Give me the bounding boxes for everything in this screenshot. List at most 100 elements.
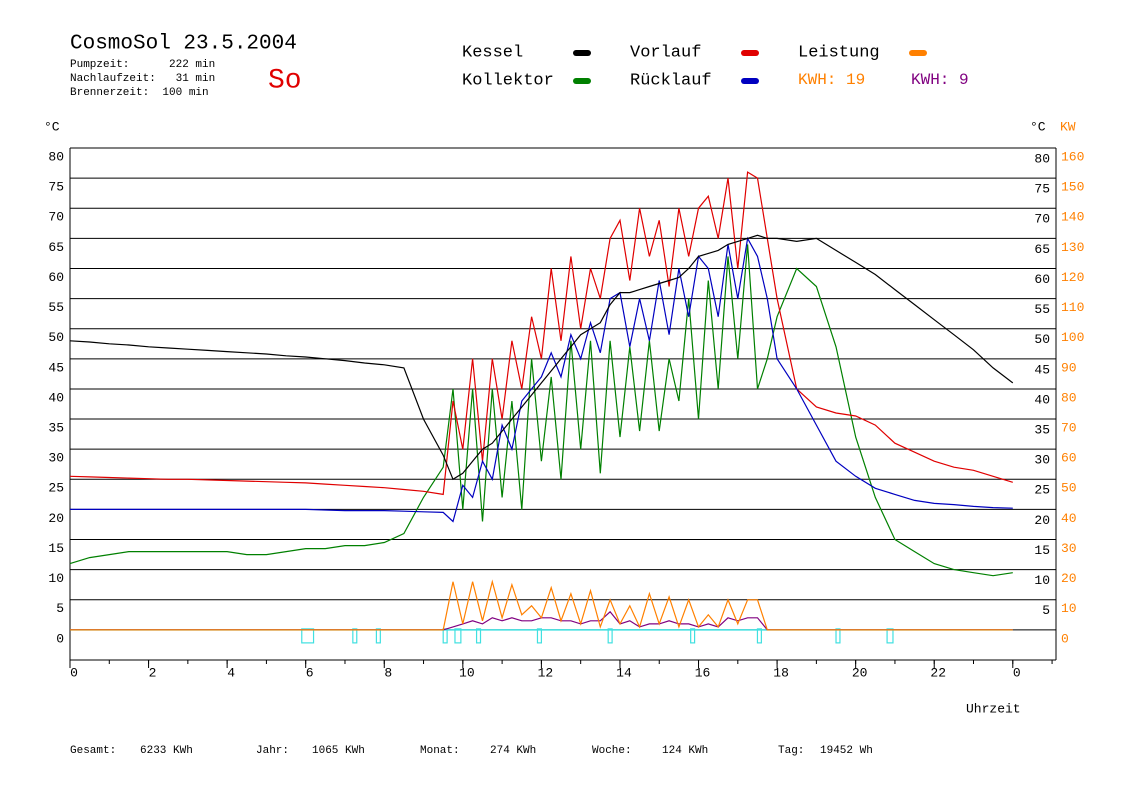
y2-tick-label: 40 [1061, 511, 1077, 526]
y-unit-right: °C [1030, 119, 1046, 134]
footer-label: Gesamt: [70, 745, 116, 757]
pump-box [454, 628, 462, 644]
footer-value: 124 KWh [662, 745, 708, 757]
kwh-label: KWH: 19 [798, 71, 865, 89]
y-tick-label: 30 [48, 451, 64, 466]
y-tick-label-right: 65 [1034, 242, 1050, 257]
y-tick-label: 55 [48, 300, 64, 315]
footer-label: Tag: [778, 745, 804, 757]
y-tick-label-right: 75 [1034, 182, 1050, 197]
footer-value: 1065 KWh [312, 745, 365, 757]
y-tick-label: 5 [56, 601, 64, 616]
y2-tick-label: 140 [1061, 210, 1084, 225]
x-tick-label: 20 [852, 665, 868, 680]
pump-box [301, 628, 315, 644]
y-tick-label-right: 35 [1034, 422, 1050, 437]
y2-tick-label: 80 [1061, 390, 1077, 405]
y-tick-label: 45 [48, 360, 64, 375]
pump-box [536, 628, 542, 644]
chart-title: CosmoSol 23.5.2004 [70, 33, 297, 56]
series-line [69, 244, 1013, 577]
y2-tick-label: 30 [1061, 541, 1077, 556]
y-tick-label-right: 5 [1042, 603, 1050, 618]
y-tick-label: 60 [48, 270, 64, 285]
legend-label: Leistung [798, 43, 880, 62]
y-tick-label: 35 [48, 420, 64, 435]
y2-tick-label: 10 [1061, 601, 1077, 616]
y-tick-label: 20 [48, 511, 64, 526]
pump-box [756, 628, 762, 644]
pump-box [607, 628, 613, 644]
series-line [69, 234, 1014, 481]
y2-tick-label: 0 [1061, 631, 1069, 646]
x-tick-label: 16 [695, 665, 711, 680]
info-line: Brennerzeit: 100 min [70, 87, 209, 99]
y-tick-label-right: 55 [1034, 302, 1050, 317]
y-tick-label: 15 [48, 541, 64, 556]
info-line: Pumpzeit: 222 min [70, 59, 215, 71]
x-tick-label: 0 [70, 665, 78, 680]
y-tick-label: 50 [48, 330, 64, 345]
series-line [69, 171, 1013, 496]
legend-label: Kollektor [462, 71, 554, 90]
pump-box [886, 628, 894, 644]
x-tick-label: 10 [459, 665, 475, 680]
pump-box [375, 628, 381, 644]
series-line [70, 579, 1013, 631]
y-tick-label: 10 [48, 571, 64, 586]
series-line [70, 236, 1013, 523]
pump-box [690, 628, 696, 644]
x-axis-label: Uhrzeit [966, 701, 1021, 716]
y2-tick-label: 110 [1061, 300, 1084, 315]
footer-value: 19452 Wh [820, 745, 873, 757]
y-tick-label-right: 50 [1034, 332, 1050, 347]
y-tick-label: 65 [48, 240, 64, 255]
footer-label: Woche: [592, 745, 632, 757]
y2-tick-label: 120 [1061, 270, 1084, 285]
x-tick-label: 8 [384, 665, 392, 680]
x-tick-label: 22 [930, 665, 946, 680]
y-tick-label-right: 45 [1034, 362, 1050, 377]
y-unit: °C [44, 119, 60, 134]
x-tick-label: 18 [773, 665, 789, 680]
series-line [70, 610, 1013, 631]
x-tick-label: 14 [616, 665, 632, 680]
y-tick-label-right: 70 [1034, 212, 1050, 227]
y2-tick-label: 50 [1061, 481, 1077, 496]
y2-tick-label: 90 [1061, 360, 1077, 375]
y-tick-label: 0 [56, 631, 64, 646]
y2-tick-label: 130 [1061, 240, 1084, 255]
legend-label: Rücklauf [630, 71, 712, 90]
pump-box [352, 628, 358, 644]
y-tick-label-right: 40 [1034, 392, 1050, 407]
pump-box [442, 628, 448, 644]
y2-tick-label: 70 [1061, 420, 1077, 435]
footer-value: 274 KWh [490, 745, 536, 757]
y-tick-label-right: 20 [1034, 513, 1050, 528]
day-label: So [268, 65, 302, 96]
y-tick-label: 80 [48, 149, 64, 164]
legend-label: Kessel [462, 43, 523, 62]
y2-tick-label: 60 [1061, 451, 1077, 466]
y-tick-label-right: 60 [1034, 272, 1050, 287]
y-tick-label: 70 [48, 210, 64, 225]
x-tick-label: 0 [1013, 665, 1021, 680]
y2-tick-label: 160 [1061, 149, 1084, 164]
x-tick-label: 2 [149, 665, 157, 680]
y2-unit: KW [1060, 119, 1076, 134]
x-tick-label: 6 [306, 665, 314, 680]
y2-tick-label: 150 [1061, 180, 1084, 195]
y-tick-label-right: 25 [1034, 483, 1050, 498]
y-tick-label: 25 [48, 481, 64, 496]
pump-box [475, 628, 482, 644]
x-tick-label: 4 [227, 665, 235, 680]
legend-label: Vorlauf [630, 43, 701, 62]
y-tick-label-right: 15 [1034, 543, 1050, 558]
y-tick-label: 75 [48, 180, 64, 195]
footer-value: 6233 KWh [140, 745, 193, 757]
footer-label: Monat: [420, 745, 460, 757]
y-tick-label-right: 30 [1034, 453, 1050, 468]
y2-tick-label: 100 [1061, 330, 1084, 345]
footer-label: Jahr: [256, 745, 289, 757]
